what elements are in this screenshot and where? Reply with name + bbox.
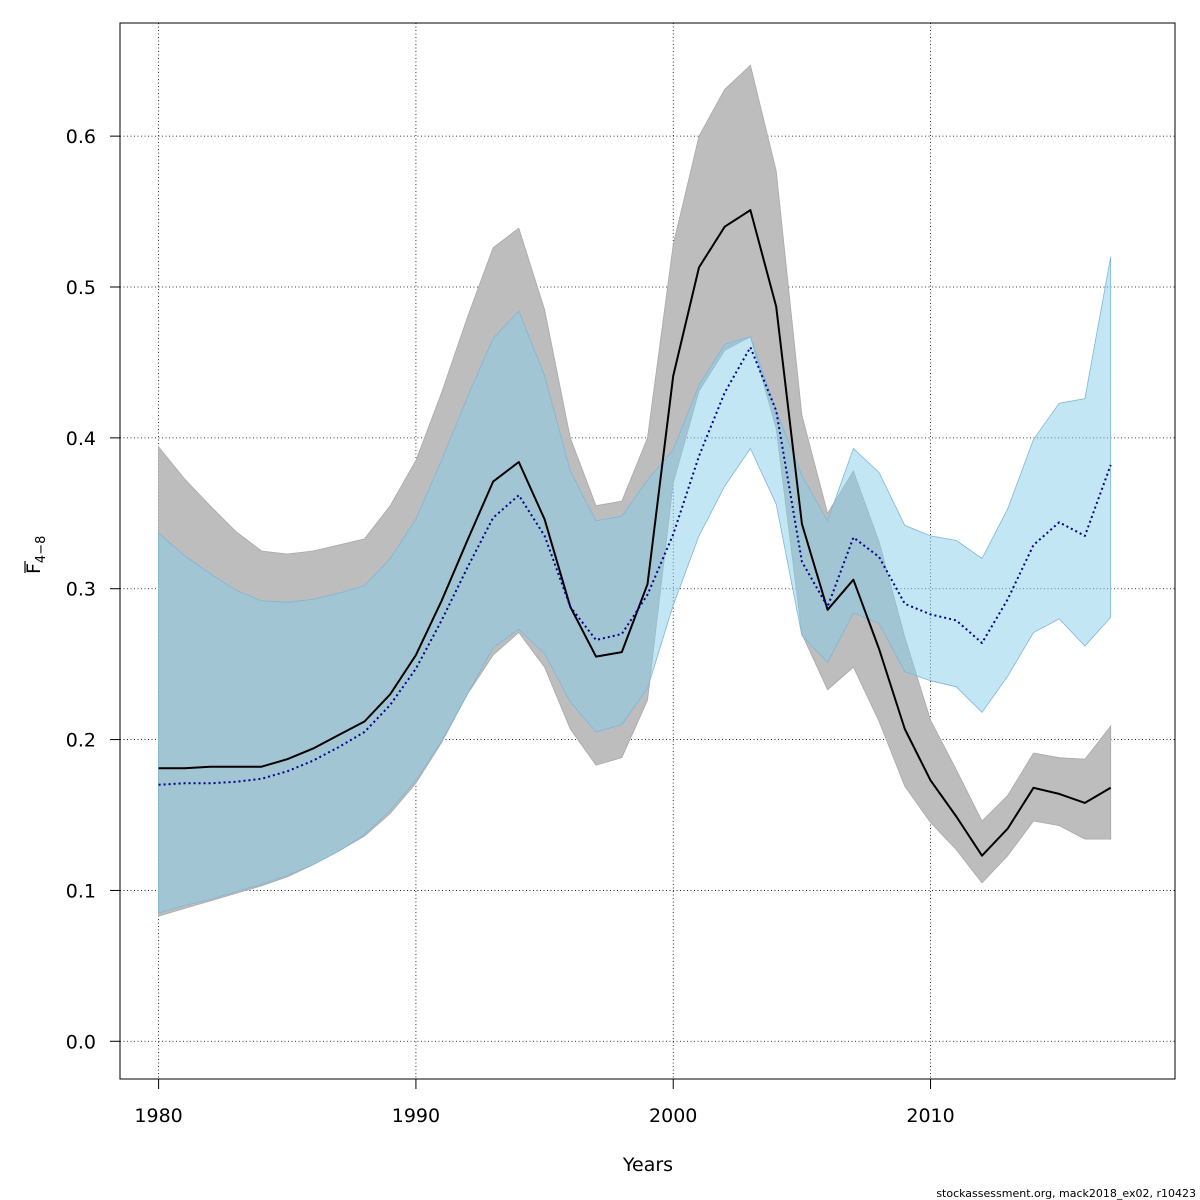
axes: 1980 1990 2000 2010 0.0 0.1 0.2 0.3 0.4 0.5 0.6: [66, 126, 955, 1127]
series-lines: [158, 209, 1112, 857]
grid: [120, 23, 1175, 1079]
x-axis-title: Years: [622, 1154, 673, 1176]
y-tick-label-3: 0.3: [66, 579, 96, 601]
x-tick-label-1990: 1990: [392, 1105, 440, 1127]
confidence-bands: [158, 64, 1112, 917]
svg-text:F4−8: F4−8: [23, 536, 49, 574]
y-tick-label-6: 0.6: [66, 126, 96, 148]
series-line-1: [158, 209, 1112, 857]
y-axis-title-main: F: [23, 563, 45, 574]
y-tick-label-1: 0.1: [66, 880, 96, 902]
y-tick-label-4: 0.4: [66, 428, 96, 450]
x-tick-label-1980: 1980: [134, 1105, 182, 1127]
confidence-band-2: [158, 256, 1112, 914]
y-axis-title-subscript: 4−8: [34, 536, 49, 563]
x-tick-label-2010: 2010: [906, 1105, 954, 1127]
y-tick-label-0: 0.0: [66, 1031, 96, 1053]
y-tick-label-2: 0.2: [66, 730, 96, 752]
x-tick-label-2000: 2000: [649, 1105, 697, 1127]
y-axis-title: F4−8: [23, 536, 49, 574]
footer-note: stockassessment.org, mack2018_ex02, r104…: [936, 1187, 1196, 1200]
y-tick-label-5: 0.5: [66, 277, 96, 299]
